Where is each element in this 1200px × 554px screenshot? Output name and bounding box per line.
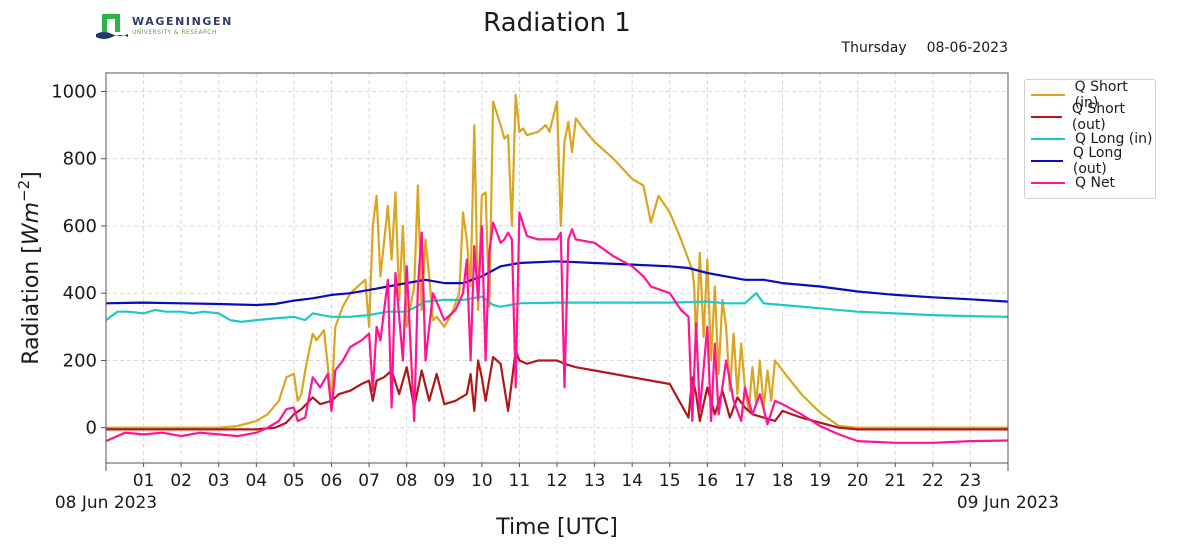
y-tick-label: 600 bbox=[63, 216, 97, 237]
x-tick-label: 11 bbox=[509, 471, 531, 491]
legend-label: Q Long (out) bbox=[1072, 145, 1123, 177]
legend-item-q-long-in: Q Long (in) bbox=[1025, 128, 1155, 150]
legend-swatch bbox=[1031, 94, 1065, 96]
y-axis-label-close: ] bbox=[19, 171, 44, 180]
x-tick-label: 14 bbox=[621, 471, 643, 491]
legend-label: Q Long (in) bbox=[1075, 131, 1153, 147]
y-axis-label-main: Radiation [ bbox=[19, 245, 44, 365]
series-line-q-short-in bbox=[106, 93, 1008, 429]
x-tick-label: 20 bbox=[847, 471, 869, 491]
legend-swatch bbox=[1031, 160, 1063, 162]
legend: Q Short (in) Q Short (out) Q Long (in) Q Lo… bbox=[1024, 79, 1156, 199]
legend-item-q-short-in: Q Short (in) bbox=[1025, 79, 1155, 111]
x-tick-label: 19 bbox=[809, 471, 831, 491]
x-axis: 01 02 03 04 05 06 07 08 09 10 11 12 13 14 15 16 17 18 19 20… bbox=[55, 463, 1059, 513]
x-tick-label: 12 bbox=[546, 471, 568, 491]
series-line-q-short-out bbox=[106, 349, 1008, 431]
y-tick-label: 0 bbox=[86, 418, 97, 439]
legend-item-q-short-out: Q Short (out) bbox=[1025, 101, 1155, 133]
x-tick-label: 08 bbox=[396, 471, 418, 491]
x-axis-label: Time [UTC] bbox=[495, 515, 618, 540]
x-tick-label: 09 bbox=[433, 471, 455, 491]
y-tick-label: 1000 bbox=[51, 81, 97, 102]
legend-label: Q Short (in) bbox=[1074, 79, 1128, 111]
y-axis-label: Radiation [Wm−2] bbox=[15, 171, 44, 364]
y-axis-label-unit: Wm bbox=[19, 202, 44, 245]
x-tick-label: 03 bbox=[208, 471, 230, 491]
x-tick-label: 10 bbox=[471, 471, 493, 491]
legend-item-q-net: Q Net bbox=[1025, 172, 1155, 194]
y-tick-label: 400 bbox=[63, 283, 97, 304]
legend-swatch bbox=[1031, 116, 1062, 118]
x-tick-label: 17 bbox=[734, 471, 756, 491]
x-tick-label: 02 bbox=[170, 471, 192, 491]
legend-label: Q Net bbox=[1075, 175, 1116, 191]
weekday-label: Thursday bbox=[841, 40, 907, 56]
x-tick-label: 05 bbox=[283, 471, 305, 491]
series-line-q-long-out bbox=[106, 260, 1008, 307]
legend-item-q-long-out: Q Long (out) bbox=[1025, 145, 1155, 177]
x-tick-label: 18 bbox=[772, 471, 794, 491]
x-tick-label: 15 bbox=[659, 471, 681, 491]
series-line-q-long-in bbox=[106, 292, 1008, 323]
x-tick-label: 04 bbox=[246, 471, 268, 491]
grid bbox=[106, 73, 1008, 463]
date-header: Thursday 08-06-2023 bbox=[842, 40, 1008, 56]
y-axis-label-exponent: −2 bbox=[15, 180, 33, 202]
chart-title: Radiation 1 bbox=[483, 8, 631, 38]
x-tick-label: 01 bbox=[133, 471, 155, 491]
series-lines bbox=[106, 93, 1008, 444]
wur-logo-icon bbox=[96, 14, 128, 39]
date-label: 08-06-2023 bbox=[926, 40, 1008, 56]
series-line-q-net bbox=[106, 211, 1008, 444]
y-tick-label: 200 bbox=[63, 350, 97, 371]
x-tick-label: 07 bbox=[358, 471, 380, 491]
legend-label: Q Short (out) bbox=[1071, 101, 1125, 133]
x-tick-label: 21 bbox=[884, 471, 906, 491]
x-tick-label: 06 bbox=[321, 471, 343, 491]
x-date-label: 08 Jun 2023 bbox=[55, 493, 157, 513]
x-tick-label: 16 bbox=[697, 471, 719, 491]
wur-logo: WAGENINGEN UNIVERSITY & RESEARCH bbox=[94, 12, 234, 42]
legend-swatch bbox=[1031, 182, 1065, 184]
x-tick-label: 13 bbox=[584, 471, 606, 491]
y-tick-label: 800 bbox=[63, 149, 97, 170]
logo-wordmark: WAGENINGEN bbox=[132, 15, 233, 28]
x-tick-label: 22 bbox=[922, 471, 944, 491]
y-axis: 0 200 400 600 800 1000 bbox=[51, 81, 106, 439]
x-date-label: 09 Jun 2023 bbox=[957, 493, 1059, 513]
logo-subtitle: UNIVERSITY & RESEARCH bbox=[132, 29, 217, 36]
legend-swatch bbox=[1031, 138, 1065, 140]
x-tick-label: 23 bbox=[960, 471, 982, 491]
